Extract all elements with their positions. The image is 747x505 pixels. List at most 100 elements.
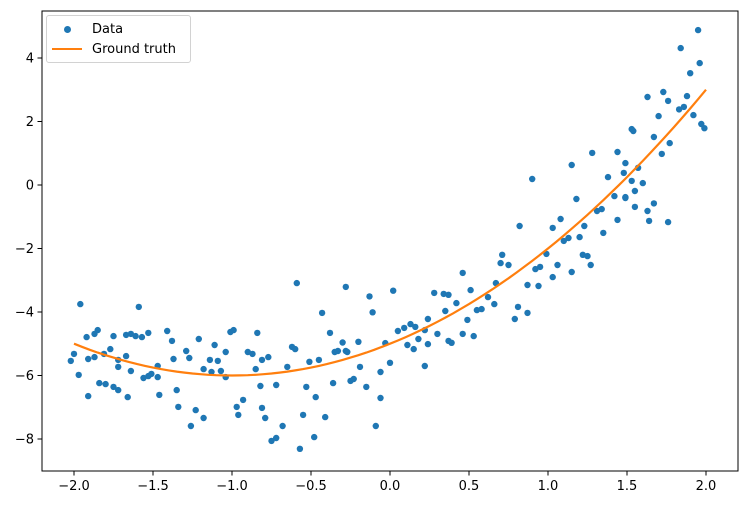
y-tick-label: −2: [15, 242, 34, 257]
data-point: [644, 207, 651, 215]
data-point: [687, 70, 694, 77]
data-point: [140, 374, 147, 382]
data-point: [377, 394, 384, 402]
data-point: [91, 353, 98, 361]
data-point: [326, 329, 334, 337]
data-point: [694, 26, 702, 34]
data-point: [560, 237, 567, 245]
data-point: [96, 379, 103, 387]
data-point: [135, 303, 142, 311]
data-point: [464, 316, 471, 324]
y-tick-label: −8: [15, 432, 34, 447]
legend-entry-ground-truth: Ground truth: [52, 40, 182, 58]
data-point: [478, 305, 485, 313]
data-point: [206, 356, 214, 364]
data-point: [85, 355, 92, 363]
y-tick-label: 2: [26, 115, 34, 130]
data-point: [173, 386, 180, 394]
data-point: [394, 327, 402, 335]
data-point: [666, 139, 673, 147]
data-point: [273, 381, 280, 389]
data-point: [524, 281, 531, 289]
data-point: [262, 414, 269, 422]
data-point: [424, 315, 432, 323]
data-point: [459, 330, 466, 338]
data-point: [148, 370, 155, 378]
data-point: [453, 299, 460, 307]
data-point: [156, 391, 163, 399]
data-point: [701, 125, 708, 132]
data-point: [168, 337, 176, 345]
data-point: [299, 411, 307, 419]
data-point: [584, 252, 591, 260]
data-point: [233, 403, 240, 411]
data-point: [355, 338, 362, 345]
x-tick-label: −0.5: [295, 479, 327, 494]
x-tick-label: −2.0: [58, 479, 90, 494]
data-point: [645, 217, 653, 225]
data-point: [600, 229, 607, 237]
x-tick-label: 1.0: [538, 479, 559, 494]
data-point: [258, 404, 266, 412]
data-point: [628, 125, 635, 133]
x-tick-label: 1.5: [617, 479, 638, 494]
data-point: [680, 103, 688, 111]
data-point: [217, 367, 225, 375]
data-point: [208, 368, 215, 376]
data-point: [589, 149, 596, 157]
data-point: [549, 224, 556, 232]
data-point: [186, 354, 193, 362]
legend-entry-data: Data: [52, 20, 182, 38]
data-point: [356, 363, 364, 371]
ground-truth-line-icon: [52, 47, 82, 51]
data-point: [516, 222, 523, 230]
data-point: [115, 363, 122, 371]
data-point: [631, 187, 639, 195]
data-point: [366, 293, 373, 300]
y-tick-label: −4: [15, 305, 34, 320]
data-point: [470, 332, 477, 340]
data-point: [431, 289, 438, 297]
data-point: [322, 413, 329, 421]
data-point: [170, 355, 177, 363]
data-point: [339, 339, 346, 346]
axes-frame: [41, 10, 739, 472]
data-point: [424, 340, 432, 348]
data-point: [484, 293, 492, 301]
data-point: [214, 357, 221, 365]
data-point: [85, 392, 92, 400]
data-point: [445, 291, 452, 298]
x-tick-label: −1.0: [216, 479, 248, 494]
data-point: [268, 437, 275, 445]
x-tick-label: −1.5: [137, 479, 169, 494]
data-point: [407, 320, 414, 328]
data-point: [200, 414, 207, 422]
y-tick-label: −6: [15, 369, 34, 384]
data-point: [650, 200, 658, 207]
data-point: [312, 393, 319, 401]
data-point: [611, 192, 618, 200]
data-point: [132, 332, 139, 340]
data-point: [604, 173, 612, 181]
data-point: [107, 345, 114, 353]
data-point: [658, 150, 665, 158]
data-point: [265, 353, 272, 361]
data-point: [576, 233, 583, 241]
data-point: [273, 434, 280, 442]
data-point: [230, 326, 237, 334]
data-point: [115, 386, 122, 394]
data-point: [459, 269, 466, 277]
data-point: [639, 179, 646, 187]
data-point: [491, 300, 498, 308]
x-tick-label: 0.0: [380, 479, 401, 494]
data-point: [683, 92, 691, 100]
data-point: [318, 309, 326, 317]
data-point: [497, 259, 504, 267]
data-point: [145, 329, 152, 337]
data-point: [620, 169, 627, 177]
data-point: [614, 216, 621, 224]
data-point: [279, 422, 286, 430]
legend: Data Ground truth: [46, 15, 191, 63]
data-point: [122, 352, 130, 360]
